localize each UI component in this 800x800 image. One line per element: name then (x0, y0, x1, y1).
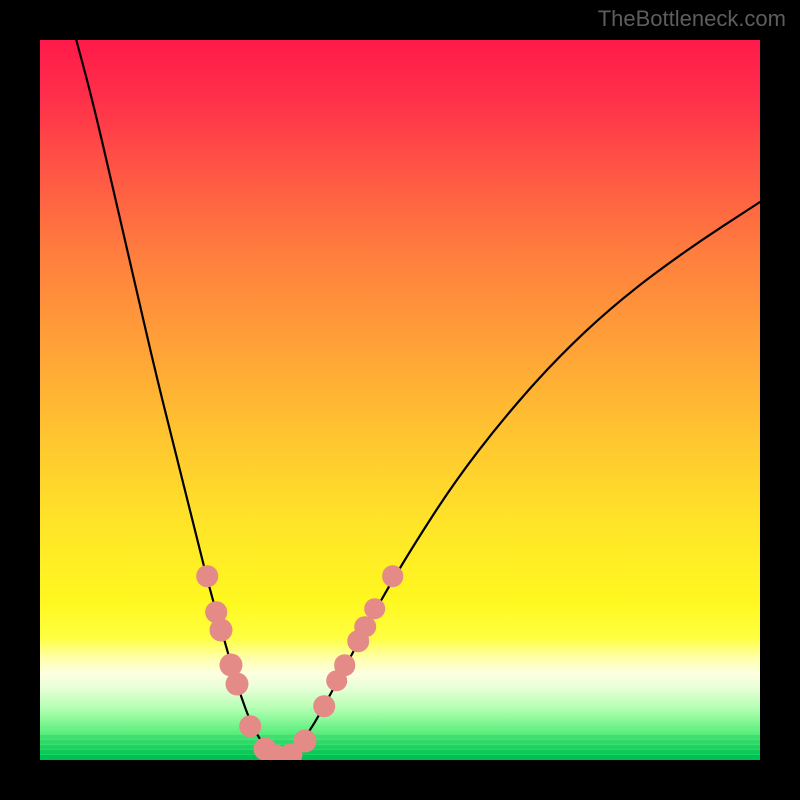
data-marker (364, 598, 386, 620)
data-marker (239, 715, 261, 737)
data-marker (196, 566, 218, 588)
data-marker (210, 619, 233, 642)
data-marker (293, 729, 316, 752)
watermark-text: TheBottleneck.com (598, 6, 786, 32)
data-marker (382, 566, 404, 588)
data-marker (225, 673, 248, 696)
data-marker (334, 654, 356, 676)
data-marker (314, 695, 336, 717)
plot-area (40, 40, 760, 760)
curves-layer (40, 40, 760, 760)
chart-container: TheBottleneck.com (0, 0, 800, 800)
curve-right (281, 202, 760, 759)
curve-left (72, 40, 281, 759)
